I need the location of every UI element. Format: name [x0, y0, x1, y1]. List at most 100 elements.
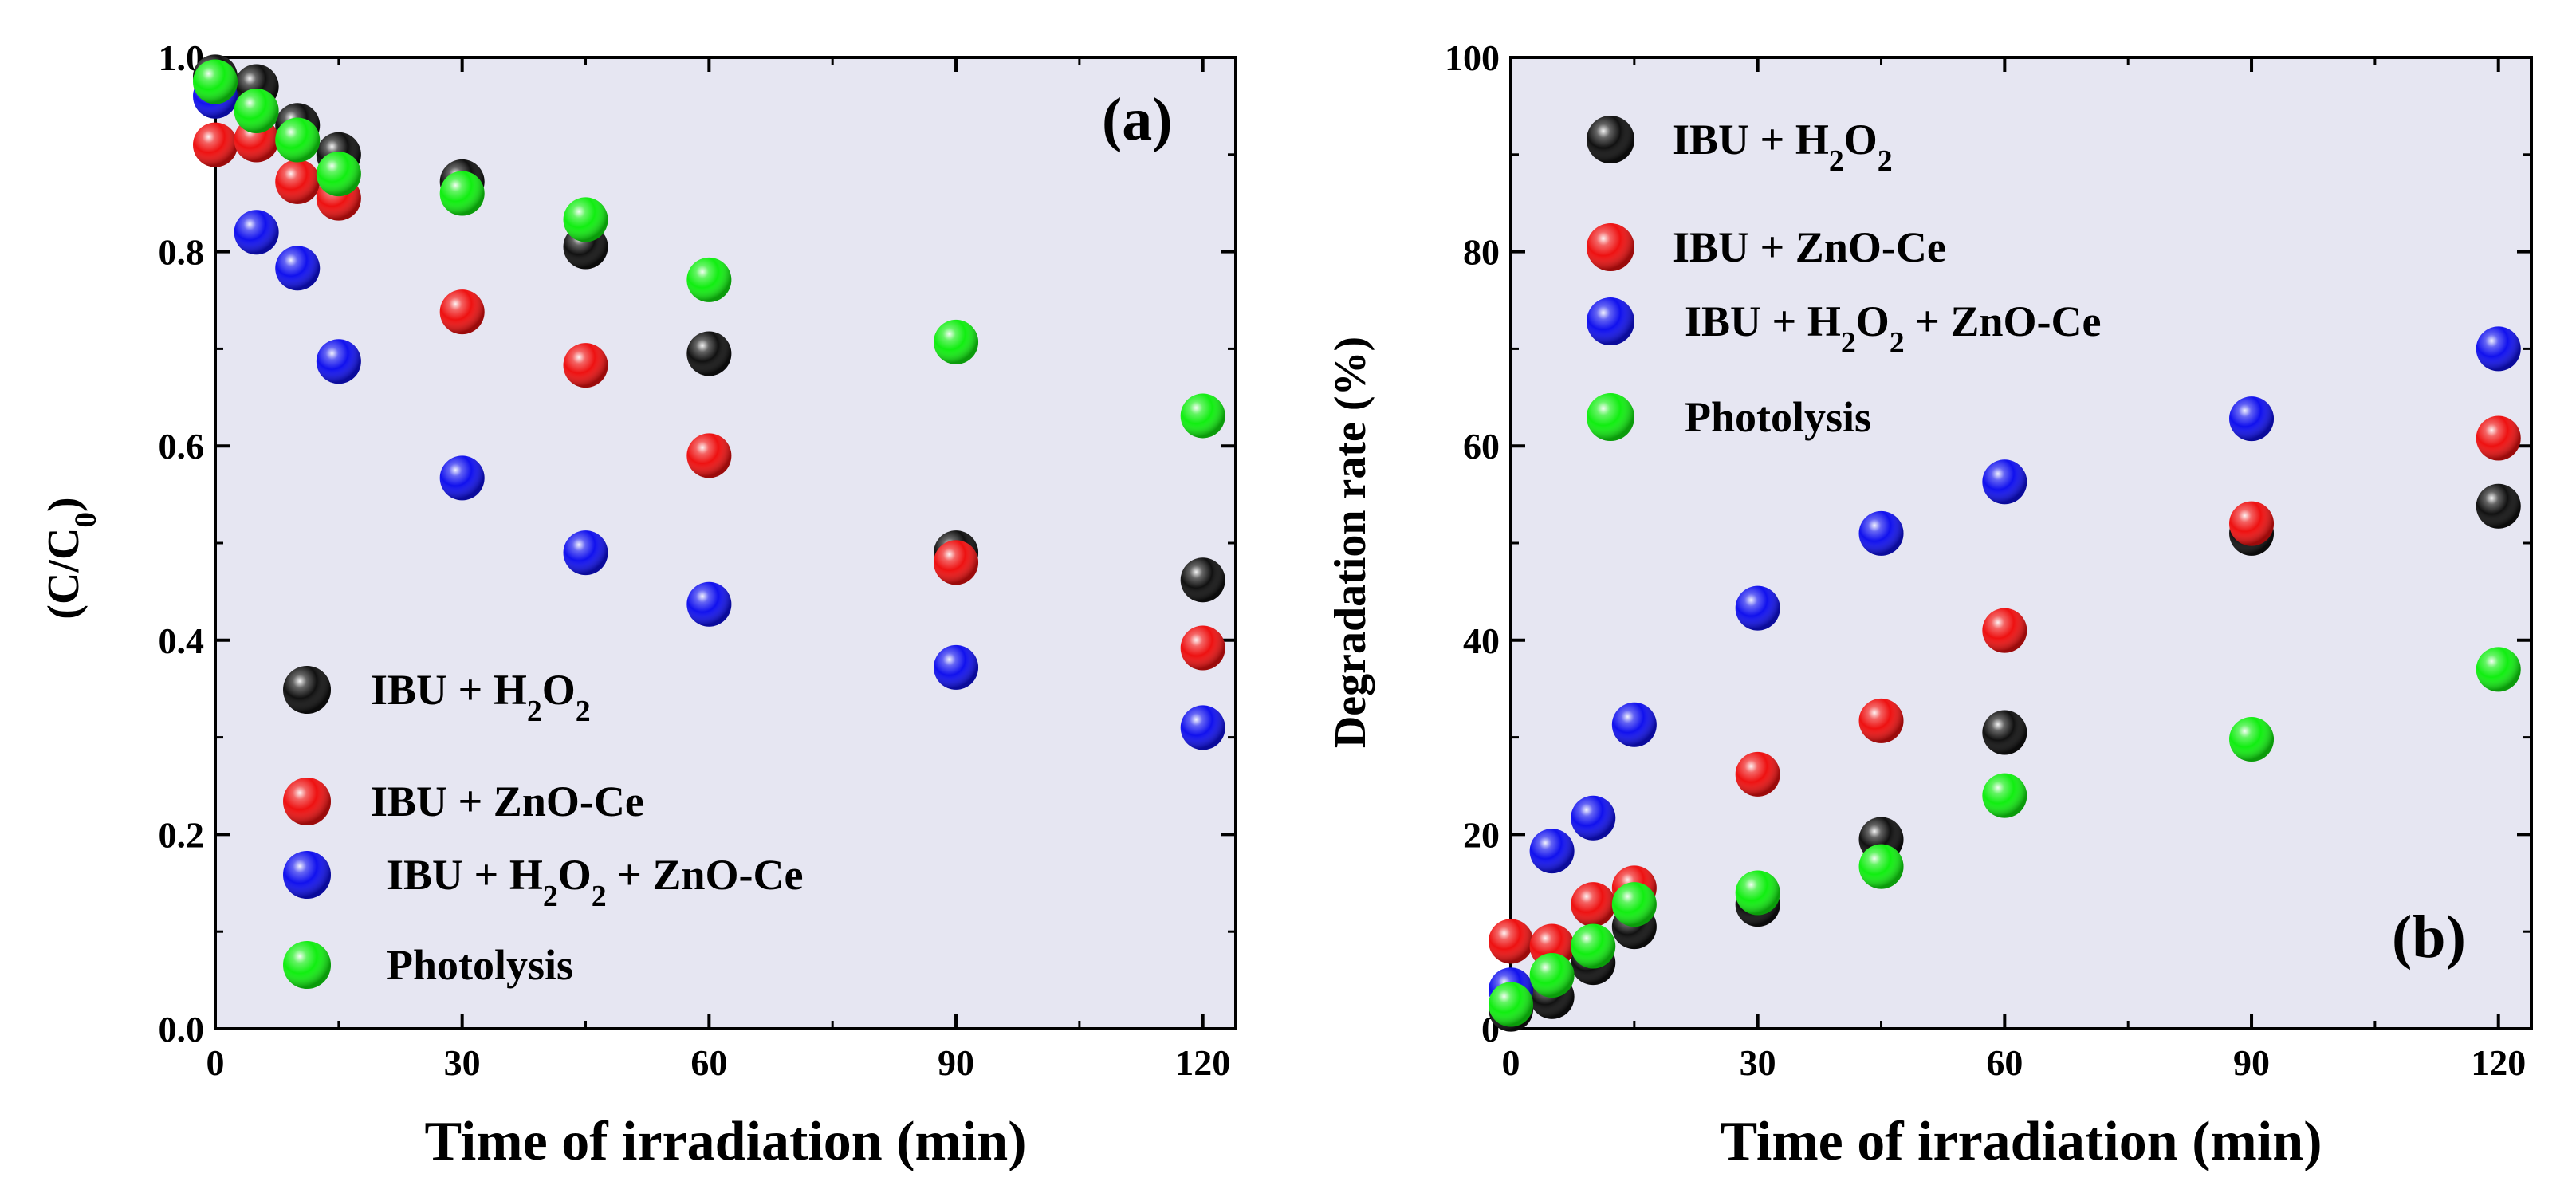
legend-label: IBU + H2O2 [371, 666, 591, 728]
legend-item: Photolysis [1587, 393, 1871, 441]
data-point [1571, 882, 1616, 927]
data-point [275, 159, 321, 204]
chart-a-y-axis-title: (C/C0) [39, 497, 103, 619]
data-point [2476, 326, 2521, 372]
data-point [439, 171, 485, 216]
y-tick-label: 80 [1463, 232, 1500, 273]
y-tick-label: 20 [1463, 814, 1500, 855]
legend-label: IBU + ZnO-Ce [1673, 223, 1946, 271]
chart-b-x-ticks: 0 30 60 90 120 [1502, 57, 2526, 1083]
data-point [563, 530, 608, 576]
chart-a-marks [193, 54, 1225, 750]
data-point [1571, 923, 1616, 969]
data-point [316, 152, 361, 197]
chart-a-x-ticks: 0 30 60 90 120 [206, 57, 1230, 1083]
data-point [1982, 710, 2027, 755]
data-point [2229, 501, 2275, 546]
x-tick-label: 0 [1502, 1042, 1520, 1083]
x-tick-label: 120 [1175, 1042, 1230, 1083]
legend-item: IBU + H2O2 + ZnO-Ce [283, 851, 803, 913]
chart-a-legend: IBU + H2O2 IBU + ZnO-Ce IBU + H2O2 + ZnO-C… [283, 666, 803, 989]
chart-a-y-ticks: 0.00.20.40.60.81.0 [159, 37, 1236, 1049]
data-point [275, 117, 321, 163]
data-point [275, 246, 321, 291]
y-tick-label: 0.8 [159, 232, 205, 273]
data-point [1571, 795, 1616, 841]
data-point [1529, 953, 1575, 998]
y-tick-label: 0.4 [159, 620, 205, 661]
y-tick-label: 60 [1463, 426, 1500, 467]
data-point [1529, 829, 1575, 874]
x-tick-label: 90 [938, 1042, 974, 1083]
y-tick-label: 0.6 [159, 426, 205, 467]
data-point [1982, 459, 2027, 505]
data-point [563, 343, 608, 388]
legend-label: IBU + ZnO-Ce [371, 778, 644, 825]
legend-label: IBU + H2O2 + ZnO-Ce [1685, 297, 2101, 360]
x-tick-label: 30 [1740, 1042, 1776, 1083]
data-point [316, 339, 361, 384]
chart-a: 0.00.20.40.60.81.0 0 30 60 90 120 (a) Time o… [39, 37, 1237, 1172]
data-point [2476, 415, 2521, 461]
data-point [2476, 647, 2521, 692]
data-point [934, 644, 979, 690]
data-point [234, 210, 279, 255]
chart-a-panel-label: (a) [1102, 86, 1173, 153]
data-point [193, 122, 238, 167]
legend-item: IBU + ZnO-Ce [283, 778, 644, 825]
data-point [234, 88, 279, 133]
data-point [1858, 698, 1904, 743]
data-point [1982, 773, 2027, 818]
data-point [439, 289, 485, 335]
data-point [1180, 557, 1225, 603]
x-tick-label: 120 [2471, 1042, 2526, 1083]
data-point [686, 581, 732, 627]
y-tick-label: 0.0 [159, 1009, 205, 1049]
data-point [2476, 483, 2521, 529]
chart-b-legend: IBU + H2O2 IBU + ZnO-Ce IBU + H2O2 + ZnO-C… [1587, 116, 2101, 441]
x-tick-label: 60 [1986, 1042, 2023, 1083]
legend-item: IBU + ZnO-Ce [1587, 223, 1946, 271]
chart-b: 0 20 40 60 80 100 0 30 60 90 120 (b) Time of irra… [1326, 37, 2533, 1172]
data-point [934, 540, 979, 585]
x-tick-label: 90 [2233, 1042, 2270, 1083]
chart-b-y-axis-title: Degradation rate (%) [1326, 337, 1375, 748]
data-point [2229, 717, 2275, 762]
x-tick-label: 0 [206, 1042, 225, 1083]
legend-item: IBU + H2O2 + ZnO-Ce [1587, 297, 2101, 360]
data-point [1858, 510, 1904, 556]
y-tick-label: 100 [1445, 37, 1500, 78]
legend-item: Photolysis [283, 941, 573, 989]
data-point [2229, 396, 2275, 442]
legend-label: Photolysis [1685, 393, 1871, 441]
data-point [1735, 870, 1780, 916]
legend-item: IBU + H2O2 [283, 666, 591, 728]
legend-label: IBU + H2O2 [1673, 116, 1893, 178]
y-tick-label: 0.2 [159, 814, 205, 855]
data-point [1180, 625, 1225, 671]
legend-label: IBU + H2O2 + ZnO-Ce [387, 851, 803, 913]
data-point [563, 197, 608, 242]
data-point [1180, 705, 1225, 750]
data-point [686, 433, 732, 478]
data-point [439, 455, 485, 501]
data-point [1735, 751, 1780, 797]
chart-b-panel-label: (b) [2392, 904, 2466, 971]
data-point [1611, 882, 1657, 927]
x-tick-label: 30 [444, 1042, 481, 1083]
chart-a-plot-area [214, 56, 1237, 1030]
data-point [1982, 608, 2027, 653]
legend-label: Photolysis [387, 941, 573, 989]
data-point [686, 257, 732, 302]
x-tick-label: 60 [690, 1042, 727, 1083]
data-point [686, 331, 732, 376]
chart-b-marks [1489, 326, 2521, 1032]
data-point [1858, 844, 1904, 889]
chart-a-x-axis-title: Time of irradiation (min) [424, 1111, 1026, 1172]
data-point [1611, 702, 1657, 747]
chart-b-x-axis-title: Time of irradiation (min) [1720, 1111, 2322, 1172]
data-point [1489, 982, 1533, 1027]
y-tick-label: 40 [1463, 620, 1500, 661]
legend-item: IBU + H2O2 [1587, 116, 1893, 178]
